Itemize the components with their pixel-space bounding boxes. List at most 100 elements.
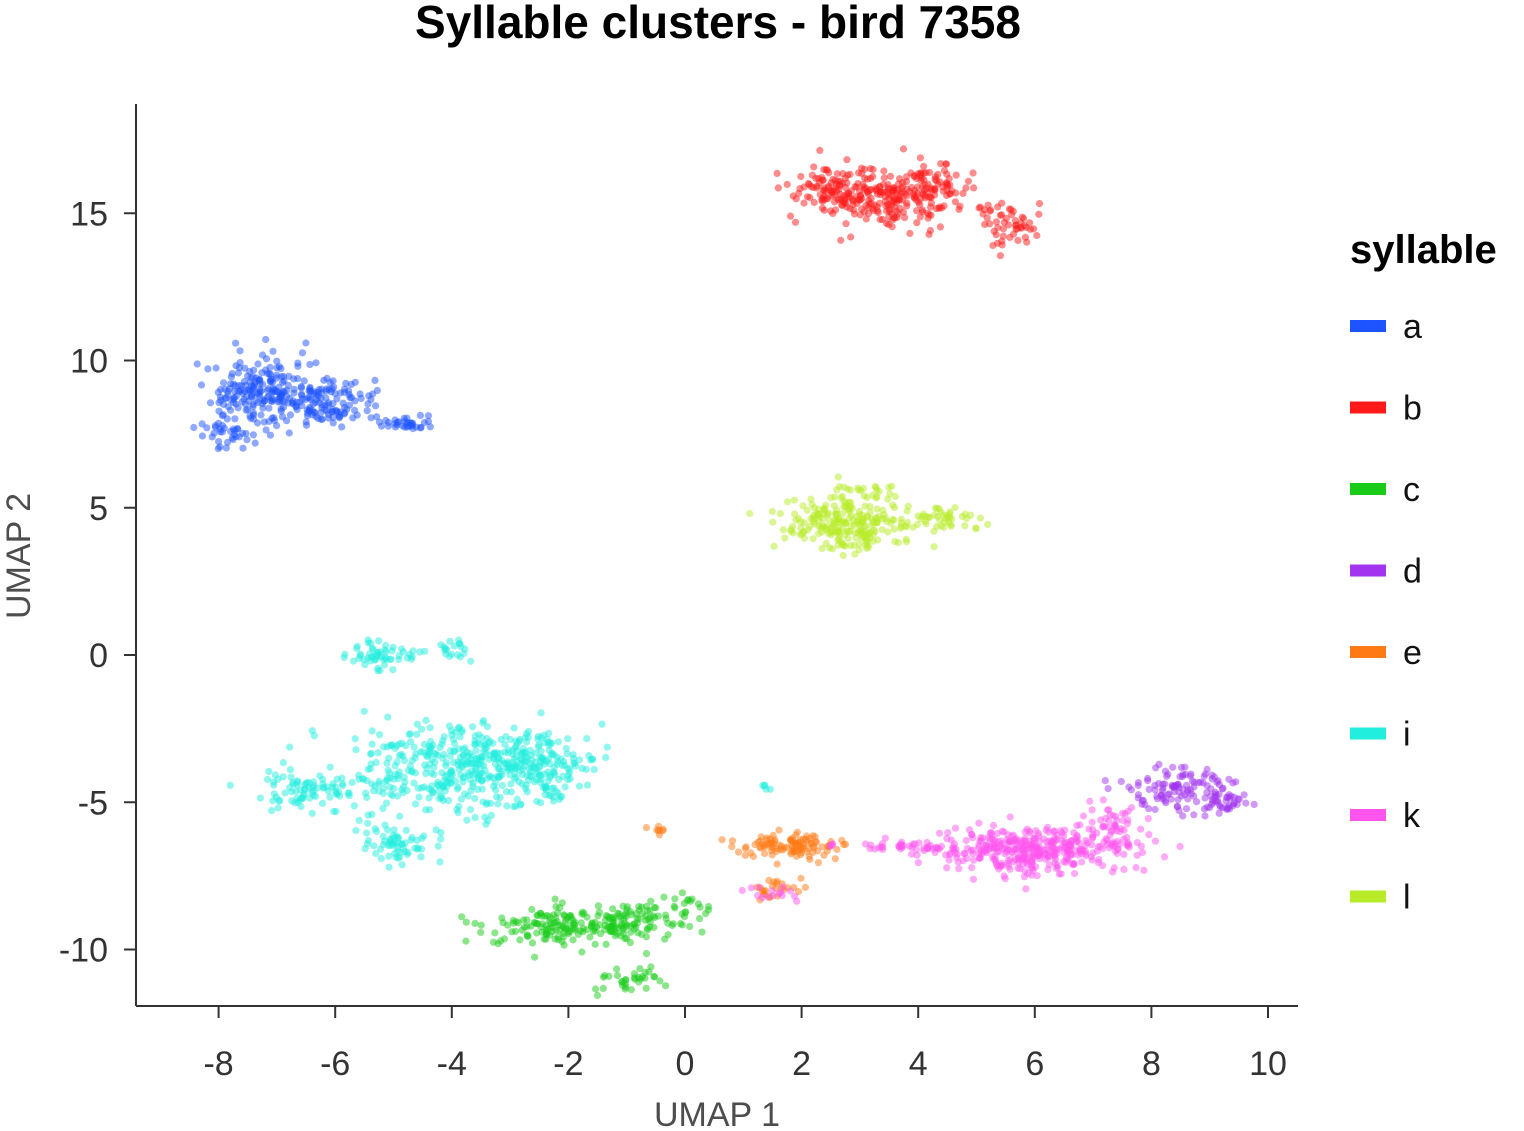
point-i — [559, 772, 567, 781]
point-c — [569, 936, 577, 944]
point-i — [368, 727, 376, 735]
point-k — [953, 854, 961, 862]
point-c — [609, 915, 617, 923]
point-k — [967, 847, 975, 855]
point-c — [462, 918, 470, 926]
point-e — [831, 855, 839, 863]
point-l — [904, 502, 912, 510]
point-d — [1134, 779, 1142, 787]
point-e — [801, 883, 810, 892]
point-i — [326, 793, 334, 801]
point-i — [466, 749, 474, 758]
point-b — [786, 212, 795, 220]
point-c — [644, 915, 653, 923]
point-b — [829, 175, 837, 183]
point-c — [548, 928, 556, 936]
series-c — [458, 889, 713, 1000]
point-b — [939, 187, 947, 195]
point-i — [561, 783, 569, 791]
point-e — [775, 826, 783, 834]
point-k — [944, 829, 952, 837]
point-l — [769, 518, 777, 526]
x-tick-label: 10 — [1249, 1045, 1287, 1083]
point-b — [927, 199, 936, 207]
point-i — [374, 749, 382, 757]
point-d — [1145, 785, 1153, 794]
point-k — [1113, 845, 1122, 853]
point-k — [913, 851, 921, 859]
point-k — [1062, 858, 1070, 866]
point-b — [773, 169, 781, 177]
point-i — [360, 656, 368, 664]
point-b — [936, 203, 944, 211]
point-l — [890, 516, 898, 524]
point-k — [828, 842, 836, 850]
point-i — [516, 735, 524, 744]
point-c — [528, 939, 537, 947]
point-e — [728, 843, 736, 851]
point-l — [835, 535, 843, 543]
point-i — [429, 788, 437, 796]
point-l — [933, 512, 942, 521]
point-i — [368, 740, 376, 748]
point-k — [1106, 831, 1114, 839]
point-i — [428, 782, 436, 790]
point-i — [469, 782, 477, 790]
point-a — [239, 429, 247, 437]
point-i — [434, 781, 442, 789]
y-tick-label: 15 — [70, 195, 108, 233]
point-a — [216, 443, 224, 451]
point-i — [439, 754, 447, 762]
point-b — [1035, 210, 1043, 218]
point-l — [946, 508, 954, 516]
point-e — [820, 851, 828, 859]
point-c — [499, 919, 507, 927]
point-i — [483, 723, 492, 731]
point-i — [376, 648, 384, 656]
point-b — [916, 213, 924, 221]
point-i — [455, 802, 463, 811]
point-l — [845, 507, 853, 516]
point-b — [998, 211, 1006, 219]
point-i — [469, 723, 477, 731]
point-i — [381, 821, 389, 829]
point-a — [351, 378, 359, 386]
point-c — [636, 965, 644, 973]
point-l — [891, 492, 899, 501]
point-i — [444, 797, 453, 805]
point-i — [453, 785, 461, 793]
point-k — [1124, 807, 1132, 815]
point-b — [841, 198, 849, 206]
point-i — [447, 769, 455, 777]
point-i — [522, 755, 530, 763]
point-a — [315, 386, 323, 394]
point-b — [800, 199, 808, 207]
point-e — [757, 833, 765, 841]
point-i — [316, 772, 324, 780]
point-k — [1058, 843, 1066, 851]
point-i — [511, 744, 519, 752]
point-i — [427, 737, 435, 746]
point-e — [795, 838, 803, 847]
point-a — [306, 394, 314, 402]
point-b — [912, 174, 921, 182]
point-a — [220, 379, 228, 387]
point-a — [247, 393, 255, 401]
point-i — [390, 775, 398, 783]
point-i — [446, 752, 454, 760]
point-i — [279, 773, 287, 781]
point-k — [1036, 837, 1044, 846]
point-l — [879, 506, 887, 514]
point-i — [274, 804, 282, 812]
point-b — [795, 189, 803, 197]
point-b — [889, 216, 897, 224]
point-a — [259, 351, 267, 359]
point-a — [227, 373, 235, 381]
point-b — [816, 146, 824, 154]
point-d — [1208, 800, 1216, 809]
point-a — [273, 422, 281, 430]
point-d — [1164, 791, 1172, 799]
point-k — [994, 838, 1002, 846]
point-a — [382, 416, 390, 425]
